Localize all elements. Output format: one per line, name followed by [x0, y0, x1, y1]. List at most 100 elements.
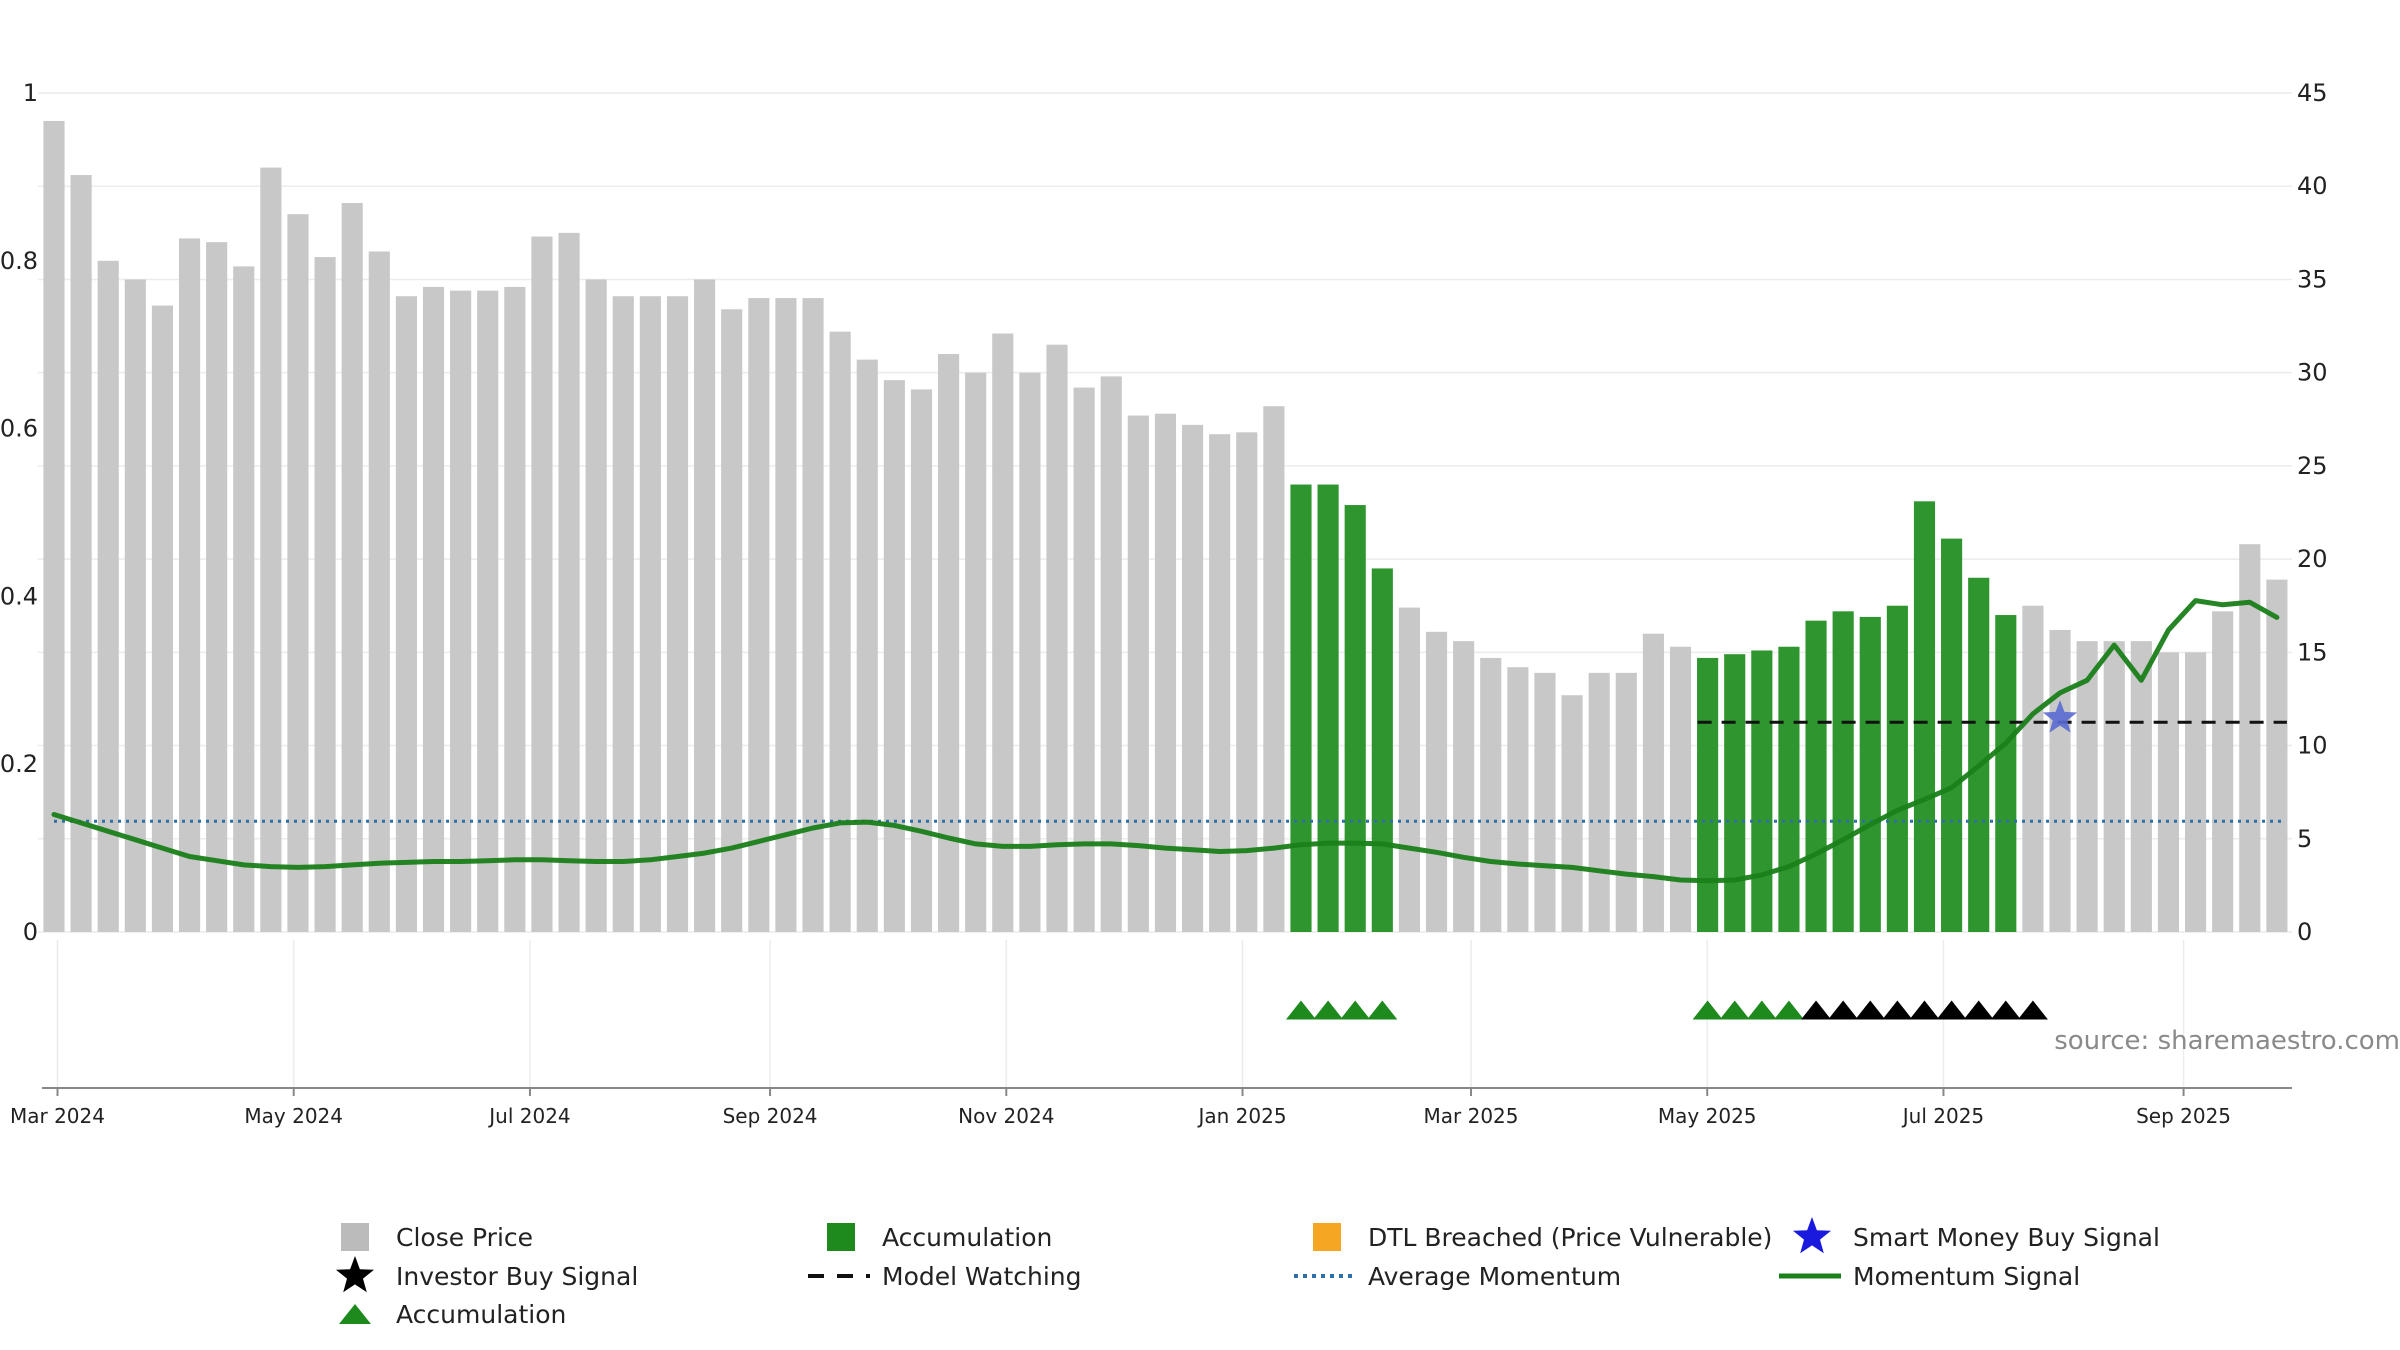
- accumulation-marker: [1773, 1000, 1804, 1020]
- accumulation-marker: [1692, 1000, 1723, 1020]
- close-price-bar: [1181, 424, 1204, 932]
- close-price-bar: [992, 333, 1014, 933]
- close-price-bar: [151, 305, 174, 933]
- right-tick-label: 25: [2297, 452, 2328, 480]
- close-price-bar: [206, 242, 228, 933]
- left-axis: 0 0.2 0.4 0.6 0.8 1: [0, 79, 38, 946]
- right-tick-label: 40: [2297, 172, 2328, 200]
- accumulation-marker: [1285, 1000, 1316, 1020]
- investor-buy-marker: [1828, 1000, 1859, 1020]
- right-tick-label: 15: [2297, 638, 2328, 666]
- x-tick-label: May 2024: [244, 1104, 343, 1128]
- investor-buy-marker: [1990, 1000, 2021, 1020]
- close-price-bar: [422, 286, 445, 932]
- investor-buy-marker: [1855, 1000, 1886, 1020]
- close-price-bar: [178, 238, 201, 933]
- close-price-bar: [314, 257, 336, 932]
- close-price-bar: [2049, 629, 2071, 932]
- close-price-bar: [883, 380, 905, 932]
- close-price-bar: [2212, 611, 2234, 932]
- close-price-bar: [721, 309, 743, 933]
- right-tick-label: 10: [2297, 732, 2328, 760]
- legend-label: Average Momentum: [1368, 1262, 1621, 1291]
- source-label: source: sharemaestro.com: [2054, 1026, 2400, 1056]
- accumulation-bar: [1995, 615, 2017, 932]
- investor-buy-marker: [1909, 1000, 1940, 1020]
- close-price-bar: [43, 120, 65, 932]
- close-price-bar: [666, 296, 689, 932]
- close-price-bar: [1534, 672, 1556, 932]
- legend-square-swatch: [341, 1223, 369, 1251]
- accumulation-marker: [1746, 1000, 1777, 1020]
- close-price-bar: [1425, 631, 1448, 932]
- close-price-bar: [504, 286, 526, 932]
- close-price-bar: [1209, 434, 1231, 932]
- smart-money-star: [2042, 700, 2078, 733]
- close-price-bar: [450, 290, 472, 932]
- accumulation-bar: [1778, 646, 1800, 932]
- close-price-bar: [287, 214, 309, 932]
- close-price-bar: [531, 236, 553, 932]
- left-tick-label: 0: [23, 918, 38, 946]
- accumulation-marker: [1367, 1000, 1398, 1020]
- x-tick-label: Jul 2024: [487, 1104, 570, 1128]
- right-tick-label: 30: [2297, 359, 2328, 387]
- close-price-bar: [2266, 579, 2288, 932]
- investor-buy-marker: [1882, 1000, 1913, 1020]
- x-axis: Mar 2024 May 2024 Jul 2024 Sep 2024 Nov 2024…: [10, 1087, 2292, 1128]
- right-tick-label: 35: [2297, 265, 2328, 293]
- accumulation-bar: [1344, 505, 1366, 932]
- momentum-signal-line: [51, 598, 2280, 884]
- accumulation-bar: [1751, 650, 1773, 932]
- close-price-bar: [829, 331, 851, 932]
- close-price-bar: [2103, 641, 2125, 932]
- close-price-bar: [856, 359, 878, 932]
- close-price-bar: [477, 290, 499, 932]
- right-tick-label: 20: [2297, 545, 2328, 573]
- close-price-bar: [639, 296, 661, 932]
- close-price-bar: [558, 232, 580, 933]
- accumulation-marker: [1719, 1000, 1750, 1020]
- close-price-bar: [694, 279, 716, 932]
- close-price-bar: [368, 251, 390, 932]
- close-price-bar: [1561, 695, 1583, 932]
- close-price-bar: [2184, 652, 2207, 932]
- accumulation-marker: [1340, 1000, 1371, 1020]
- close-price-bar: [1236, 432, 1258, 932]
- accumulation-bar: [1724, 654, 1746, 932]
- close-price-bar: [2239, 544, 2261, 932]
- close-price-bar: [1100, 376, 1122, 932]
- accumulation-bar: [1832, 611, 1854, 932]
- lines: [51, 598, 2287, 884]
- close-price-bar: [1073, 387, 1095, 932]
- accumulation-bar: [1290, 484, 1312, 932]
- x-tick-label: Sep 2024: [723, 1104, 818, 1128]
- x-tick-label: Nov 2024: [958, 1104, 1054, 1128]
- close-price-bar: [1154, 413, 1177, 932]
- left-tick-label: 0.2: [0, 750, 38, 778]
- legend-square-swatch: [1313, 1223, 1341, 1251]
- x-tick-label: Mar 2025: [1424, 1104, 1519, 1128]
- close-price-bar: [802, 298, 824, 933]
- accumulation-bar: [1371, 568, 1393, 932]
- legend-label: Model Watching: [882, 1262, 1082, 1291]
- legend-label: Momentum Signal: [1853, 1262, 2080, 1291]
- accumulation-bar: [1859, 616, 1881, 932]
- investor-buy-marker: [1936, 1000, 1967, 1020]
- close-price-bar: [1480, 657, 1502, 932]
- legend-label: Accumulation: [396, 1300, 566, 1329]
- close-price-bar: [1019, 372, 1041, 933]
- close-price-bar: [341, 203, 363, 933]
- legend-square-swatch: [827, 1223, 855, 1251]
- close-price-bar: [70, 175, 92, 933]
- legend-label: Smart Money Buy Signal: [1853, 1223, 2160, 1252]
- close-price-bar: [1588, 672, 1610, 932]
- close-price-bar: [2130, 641, 2152, 932]
- accumulation-bar: [1913, 501, 1936, 932]
- close-price-bar: [1398, 607, 1420, 932]
- close-price-bar: [585, 279, 607, 932]
- right-tick-label: 45: [2297, 79, 2328, 107]
- x-tick-label: Jul 2025: [1901, 1104, 1984, 1128]
- investor-buy-marker: [2017, 1000, 2048, 1020]
